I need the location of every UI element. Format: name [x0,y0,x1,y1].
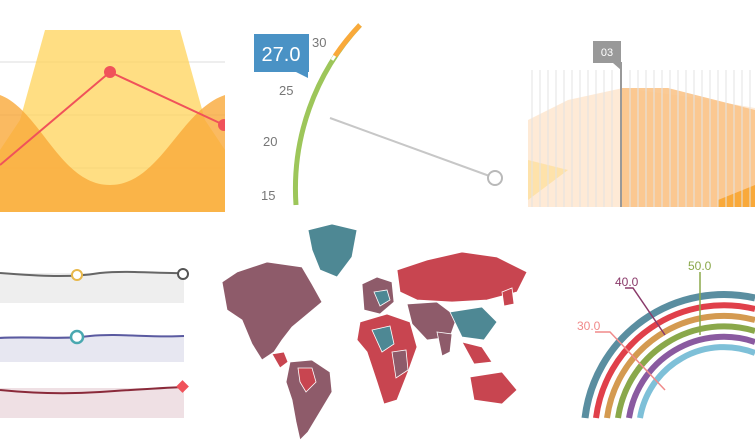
timeline-tooltip [593,41,621,63]
region-central-europe[interactable] [373,289,391,307]
sparkline-marker[interactable] [69,329,85,345]
region-china[interactable] [449,306,498,341]
gauge-tick-label: 30 [312,35,326,50]
radial-arc[interactable] [581,291,755,419]
region-india[interactable] [436,331,453,357]
area-series-highlight [622,88,755,207]
area-line-chart-panel [0,0,225,212]
sparkline-line-maroon [0,386,185,395]
region-south-america-north[interactable] [297,367,317,393]
timeline-gridlines [531,70,751,207]
region-africa[interactable] [356,313,418,405]
timeline-tooltip-label: 03 [601,47,613,59]
sparkline-area [0,336,184,362]
label-leader [595,331,666,391]
radial-arc[interactable] [604,312,755,419]
region-australia[interactable] [469,371,518,405]
region-north-america[interactable] [221,261,323,361]
gauge-value-badge-pointer [296,72,308,78]
gauge-arc-orange [332,23,362,58]
radial-label: 40.0 [615,275,639,289]
gauge-value-badge [254,34,309,72]
radial-arc-chart: 30.0 40.0 50.0 [577,259,755,419]
radial-label: 50.0 [688,259,712,273]
sparkline-line-gray [0,270,185,278]
area-series-orange [0,95,225,212]
region-japan[interactable] [501,287,515,307]
gauge-needle [329,117,496,179]
timeline-tooltip-pointer [613,63,621,70]
radial-arc-panel: 30.0 40.0 50.0 [555,250,755,425]
gauge-panel: 30 25 20 15 27.0 [240,0,510,212]
radial-arc[interactable] [593,302,755,419]
sparklines-panel [0,228,200,428]
radial-label: 30.0 [577,319,601,333]
line-point[interactable] [218,119,225,131]
sparkline-group [0,268,189,418]
sparkline-line-purple [0,334,185,339]
sparkline-marker[interactable] [71,269,83,281]
sparkline-end-marker[interactable] [177,268,189,280]
region-greenland[interactable] [307,223,358,278]
timeline-area-chart: 03 [528,41,755,207]
gauge-chart: 30 25 20 15 27.0 [254,23,503,206]
gauge-tick-label: 25 [279,83,293,98]
region-west-africa[interactable] [371,325,395,353]
region-southeast-asia[interactable] [461,341,493,365]
region-russia[interactable] [396,251,528,303]
region-east-africa[interactable] [391,349,409,379]
radial-arc[interactable] [637,344,755,419]
region-south-america[interactable] [285,359,333,441]
sparkline-area [0,273,184,303]
area-line-chart [0,30,225,212]
area-series-orange [718,185,755,207]
gauge-needle-handle[interactable] [487,170,503,186]
sparkline-end-marker[interactable] [176,380,189,393]
region-central-america[interactable] [271,351,289,369]
radial-arc[interactable] [626,333,755,419]
radial-arc[interactable] [615,323,755,419]
gauge-tick-label: 15 [261,188,275,203]
world-map [221,223,528,441]
gauge-tick-label: 20 [263,134,277,149]
line-point[interactable] [104,66,116,78]
gauge-value-label: 27.0 [262,44,301,66]
timeline-area-panel: 03 [528,0,755,212]
world-map-panel [212,222,532,444]
label-leader [625,287,666,336]
